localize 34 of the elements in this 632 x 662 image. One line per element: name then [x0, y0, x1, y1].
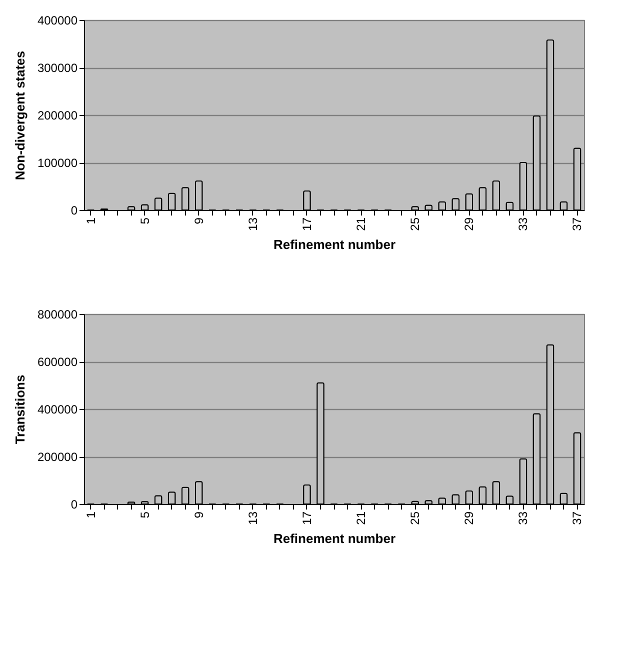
y-tick-label: 400000 [37, 14, 78, 28]
y-tick-label: 600000 [37, 355, 78, 369]
x-tick-label: 37 [570, 217, 584, 231]
x-tick-label: 9 [192, 217, 206, 224]
x-tick-label: 33 [516, 511, 530, 525]
x-tick-label: 21 [354, 217, 368, 231]
x-tick-label: 17 [300, 217, 314, 231]
x-tick-label: 17 [300, 511, 314, 525]
x-tick-label: 29 [462, 217, 476, 231]
x-axis-title: Refinement number [273, 236, 396, 252]
y-axis-title: Transitions [12, 374, 28, 444]
x-tick-label: 1 [84, 511, 98, 518]
y-tick-label: 100000 [37, 156, 78, 170]
x-axis-title: Refinement number [273, 530, 396, 546]
y-axis-title: Non-divergent states [12, 50, 28, 180]
x-tick-label: 29 [462, 511, 476, 525]
y-tick-label: 0 [70, 498, 78, 512]
y-tick-label: 0 [70, 204, 78, 218]
y-tick-label: 800000 [37, 308, 78, 322]
x-tick-label: 5 [138, 511, 152, 518]
x-tick-label: 13 [246, 217, 260, 231]
x-tick-label: 1 [84, 217, 98, 224]
x-tick-label: 33 [516, 217, 530, 231]
y-tick-label: 200000 [37, 108, 78, 122]
x-tick-label: 21 [354, 511, 368, 525]
x-tick-label: 9 [192, 511, 206, 518]
y-tick-label: 400000 [37, 402, 78, 416]
x-tick-label: 5 [138, 217, 152, 224]
y-tick-label: 300000 [37, 61, 78, 75]
x-tick-label: 25 [408, 511, 422, 525]
y-tick-label: 200000 [37, 450, 78, 464]
x-tick-label: 13 [246, 511, 260, 525]
x-tick-label: 37 [570, 511, 584, 525]
x-tick-label: 25 [408, 217, 422, 231]
